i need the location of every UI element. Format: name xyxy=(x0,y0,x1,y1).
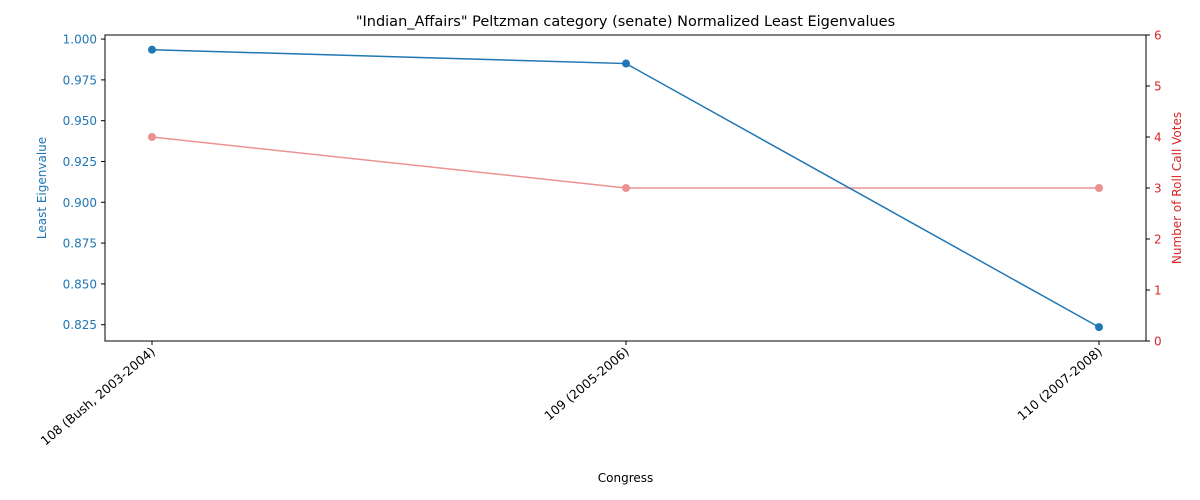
right-tick-label: 0 xyxy=(1154,335,1162,349)
right-tick-label: 5 xyxy=(1154,80,1162,94)
data-point xyxy=(622,59,630,68)
x-tick-label: 108 (Bush, 2003-2004) xyxy=(38,344,158,448)
series-line xyxy=(151,136,1099,189)
x-tick-label: 109 (2005-2006) xyxy=(541,344,632,423)
data-point xyxy=(1095,184,1103,192)
right-tick-label: 1 xyxy=(1154,284,1162,298)
x-axis-label: Congress xyxy=(598,471,654,485)
left-tick-label: 0.950 xyxy=(63,114,97,128)
right-tick-label: 2 xyxy=(1154,233,1162,247)
left-axis-label: Least Eigenvalue xyxy=(35,137,49,239)
x-axis: 108 (Bush, 2003-2004) 109 (2005-2006) 110 … xyxy=(38,341,1105,448)
left-axis: 0.825 0.850 0.875 0.900 0.925 0.950 0.975 1.000 xyxy=(63,33,105,332)
data-point xyxy=(148,133,156,141)
roll-call-series xyxy=(148,133,1103,192)
series-layer xyxy=(148,45,1103,332)
right-tick-label: 6 xyxy=(1154,29,1162,43)
x-tick-label: 110 (2007-2008) xyxy=(1014,344,1105,423)
right-tick-label: 3 xyxy=(1154,182,1162,196)
left-tick-label: 0.825 xyxy=(63,318,97,332)
right-tick-label: 4 xyxy=(1154,131,1162,145)
left-tick-label: 0.875 xyxy=(63,237,97,251)
left-tick-label: 1.000 xyxy=(63,33,97,47)
left-tick-label: 0.850 xyxy=(63,277,97,291)
chart-title: "Indian_Affairs" Peltzman category (sena… xyxy=(356,14,895,30)
eigenvalue-series xyxy=(148,45,1103,332)
right-axis: 0 1 2 3 4 5 6 xyxy=(1146,29,1162,349)
right-axis-label: Number of Roll Call Votes xyxy=(1170,112,1184,264)
left-tick-label: 0.975 xyxy=(63,73,97,87)
data-point xyxy=(622,184,630,192)
left-tick-label: 0.900 xyxy=(63,196,97,210)
left-tick-label: 0.925 xyxy=(63,155,97,169)
data-point xyxy=(1095,323,1103,332)
data-point xyxy=(148,45,156,54)
